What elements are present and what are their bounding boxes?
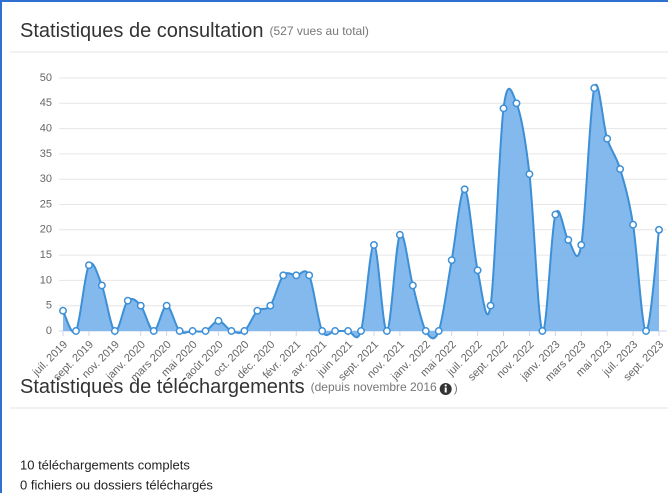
point (84, 261, 93, 270)
point (538, 327, 547, 335)
point (603, 134, 612, 143)
note: (527 vues au total) (270, 24, 369, 38)
point (655, 225, 663, 234)
point (421, 327, 430, 335)
point (370, 241, 378, 249)
point (59, 306, 67, 315)
point (188, 327, 197, 335)
point (331, 327, 340, 335)
y-tick-label: 5 (46, 300, 52, 312)
point (512, 99, 521, 108)
point (253, 306, 262, 315)
y-tick-label: 10 (40, 274, 52, 286)
point (279, 271, 288, 280)
point (136, 301, 145, 310)
point (499, 104, 508, 113)
point (447, 256, 456, 265)
point (616, 165, 625, 174)
y-tick-label: 50 (40, 72, 52, 84)
y-tick-label: 0 (46, 325, 52, 337)
point (214, 316, 223, 325)
point (292, 271, 301, 280)
note: (depuis novembre 2016 (311, 380, 437, 394)
point (266, 301, 275, 310)
point (175, 327, 184, 335)
point (240, 327, 249, 335)
title: Statistiques de consultation (20, 20, 264, 42)
info-line: 0 fichiers ou dossiers téléchargés (20, 477, 213, 492)
title: Statistiques de téléchargements (20, 376, 305, 398)
section-title: Statistiques de téléchargements (depuis n… (20, 376, 437, 398)
point (629, 220, 638, 229)
point (344, 327, 352, 335)
point (434, 327, 443, 335)
point (149, 327, 158, 335)
point (97, 281, 106, 290)
point (395, 230, 404, 239)
y-tick-label: 15 (40, 249, 52, 261)
point (162, 301, 171, 310)
point (473, 266, 482, 275)
point (382, 327, 391, 335)
point (577, 241, 586, 249)
point (486, 301, 495, 310)
info-icon (439, 383, 452, 395)
point (525, 170, 534, 179)
point (590, 84, 599, 93)
point (305, 271, 314, 280)
point (110, 327, 119, 335)
point (227, 327, 236, 335)
y-tick-label: 45 (40, 97, 52, 109)
section-title: Statistiques de consultation (527 vues au… (20, 20, 369, 42)
y-tick-label: 40 (40, 123, 52, 135)
y-tick-label: 25 (40, 198, 52, 210)
note-end: ) (454, 381, 458, 395)
point (642, 327, 650, 335)
point (551, 210, 560, 219)
point (123, 296, 132, 305)
point (318, 327, 327, 335)
area (63, 84, 659, 339)
point (357, 327, 365, 335)
point (460, 185, 469, 194)
y-tick-label: 20 (40, 224, 52, 236)
point (201, 327, 210, 335)
info-line: 10 téléchargements complets (20, 457, 190, 472)
y-tick-label: 30 (40, 173, 52, 185)
y-tick-label: 35 (40, 148, 52, 160)
point (408, 281, 417, 290)
point (72, 327, 80, 335)
point (564, 235, 573, 244)
